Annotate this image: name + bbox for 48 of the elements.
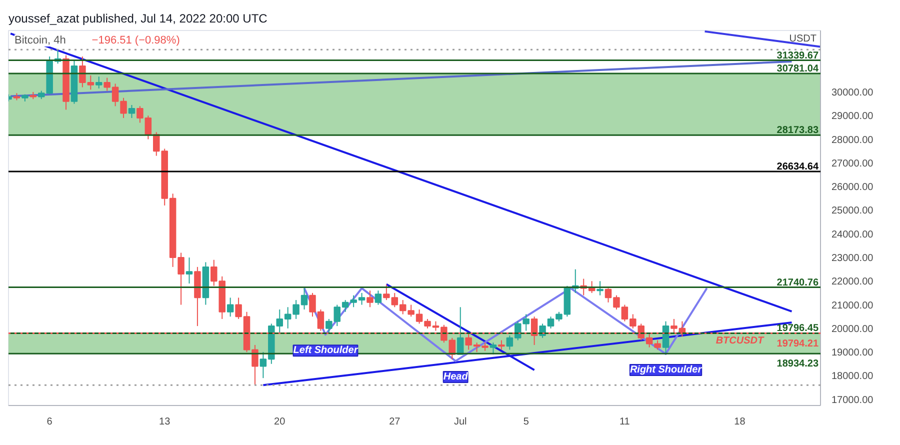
ref-line-label: 31339.67	[776, 50, 819, 62]
annotation: Head	[443, 372, 469, 383]
x-tick-label: 13	[159, 416, 171, 428]
y-tick-label: 29000.00	[832, 111, 874, 122]
ref-line-label: 21740.76	[776, 277, 819, 288]
x-tick-label: 11	[620, 416, 630, 428]
x-tick-label: 27	[389, 416, 401, 428]
candlestick	[490, 342, 497, 355]
ref-line-label: 28173.83	[776, 125, 819, 136]
x-tick-label: 6	[46, 416, 53, 428]
y-tick-label: 20000.00	[832, 324, 874, 335]
y-tick-label: 18000.00	[832, 371, 874, 382]
annotation: BTCUSDT	[716, 335, 764, 346]
y-tick-label: 22000.00	[832, 276, 874, 288]
y-tick-label: 21000.00	[832, 300, 874, 312]
candlestick	[596, 280, 604, 296]
y-tick-label: 30000.00	[832, 87, 874, 98]
y-tick-label: 24000.00	[832, 229, 874, 240]
candlestick	[498, 340, 505, 350]
ref-line-label: 18934.23	[776, 358, 819, 370]
y-axis-title: USDT	[789, 34, 817, 44]
x-tick-label: Jul	[454, 416, 467, 428]
x-tick-label: 20	[274, 416, 286, 428]
candlestick	[186, 256, 193, 284]
x-tick-label: 5	[523, 416, 530, 428]
y-tick-label: 28000.00	[832, 134, 874, 146]
chart-title: youssef_azat published, Jul 14, 2022 20:00 UTC	[8, 12, 268, 26]
ref-line-label: 30781.04	[776, 64, 819, 75]
candlestick	[366, 290, 374, 308]
candlestick	[662, 320, 670, 354]
y-tick-label: 23000.00	[832, 252, 874, 264]
y-tick-label: 19000.00	[832, 348, 874, 359]
ref-line-label: 26634.64	[776, 162, 819, 173]
candlestick	[374, 290, 382, 306]
ref-line-label: 19794.21	[776, 338, 819, 350]
candlestick	[96, 76, 102, 89]
y-tick-label: 27000.00	[832, 158, 874, 170]
chart-subtitle: Bitcoin, 4h	[14, 34, 66, 46]
candlestick	[128, 104, 136, 118]
candlestick	[226, 297, 234, 318]
annotation: −196.51 (−0.98%)	[92, 34, 180, 46]
x-tick-label: 18	[734, 416, 746, 428]
y-tick-label: 17000.00	[832, 394, 874, 406]
y-tick-label: 25000.00	[832, 206, 874, 217]
annotation: Left Shoulder	[293, 345, 359, 356]
y-tick-label: 26000.00	[832, 182, 874, 194]
annotation: Right Shoulder	[630, 364, 703, 376]
ref-line-label: 19796.45	[776, 323, 819, 334]
